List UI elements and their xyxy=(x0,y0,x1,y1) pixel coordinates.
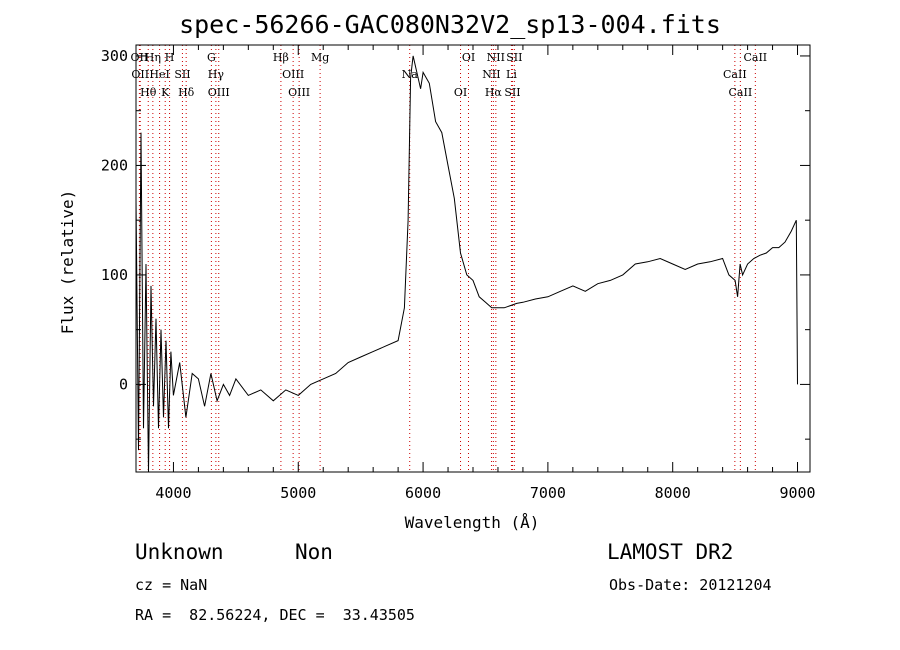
line-label: NII xyxy=(482,68,500,81)
line-label: K xyxy=(161,86,170,99)
y-tick-label: 300 xyxy=(101,47,128,65)
x-tick-label: 6000 xyxy=(405,484,441,502)
line-label: OIII xyxy=(288,86,310,99)
line-label: OIII xyxy=(282,68,304,81)
y-tick-label: 100 xyxy=(101,266,128,284)
line-label: OI xyxy=(454,86,467,99)
object-subclass: Non xyxy=(295,540,333,564)
redshift-value: cz = NaN xyxy=(135,576,208,594)
line-label: Hα xyxy=(485,86,503,99)
line-label: Hγ xyxy=(208,68,225,81)
chart-title: spec-56266-GAC080N32V2_sp13-004.fits xyxy=(179,10,721,39)
axis-ticks: 4000 5000 6000 7000 8000 9000 0 100 200 300 xyxy=(101,45,816,502)
line-label: Hθ xyxy=(140,86,157,99)
survey-name: LAMOST DR2 xyxy=(607,540,734,564)
x-tick-label: 5000 xyxy=(280,484,316,502)
line-label: CaII xyxy=(729,86,753,99)
observation-date: Obs-Date: 20121204 xyxy=(609,576,772,594)
line-label: Hη xyxy=(145,51,161,64)
y-tick-label: 0 xyxy=(119,375,128,393)
line-label: OI xyxy=(462,51,475,64)
line-label: OII xyxy=(131,51,149,64)
emission-line-markers xyxy=(138,45,756,472)
line-label: HeI xyxy=(149,68,169,81)
spectrum-line xyxy=(135,55,798,473)
line-label: Li xyxy=(506,68,517,81)
line-label: Na xyxy=(402,68,419,81)
object-class: Unknown xyxy=(135,540,224,564)
x-axis-label: Wavelength (Å) xyxy=(405,513,540,532)
line-label: H xyxy=(165,51,175,64)
x-tick-label: 7000 xyxy=(530,484,566,502)
x-tick-label: 9000 xyxy=(779,484,815,502)
line-label: OIII xyxy=(208,86,230,99)
x-tick-label: 4000 xyxy=(155,484,191,502)
line-label: SII xyxy=(506,51,522,64)
line-label: OII xyxy=(131,68,149,81)
line-label: CaII xyxy=(743,51,767,64)
emission-line-labels: OII OII Hθ Hη HeI K H SII Hδ G Hγ OIII Hβ OIII OIII Mg N… xyxy=(131,51,768,99)
line-label: Hβ xyxy=(273,51,289,64)
line-label: Mg xyxy=(311,51,329,64)
y-axis-label: Flux (relative) xyxy=(58,190,77,335)
line-label: SII xyxy=(174,68,190,81)
coordinates: RA = 82.56224, DEC = 33.43505 xyxy=(135,606,415,624)
line-label: SII xyxy=(504,86,520,99)
y-tick-label: 200 xyxy=(101,156,128,174)
line-label: NII xyxy=(487,51,505,64)
line-label: G xyxy=(207,51,216,64)
x-tick-label: 8000 xyxy=(655,484,691,502)
plot-frame xyxy=(135,44,811,473)
line-label: CaII xyxy=(723,68,747,81)
line-label: Hδ xyxy=(178,86,195,99)
